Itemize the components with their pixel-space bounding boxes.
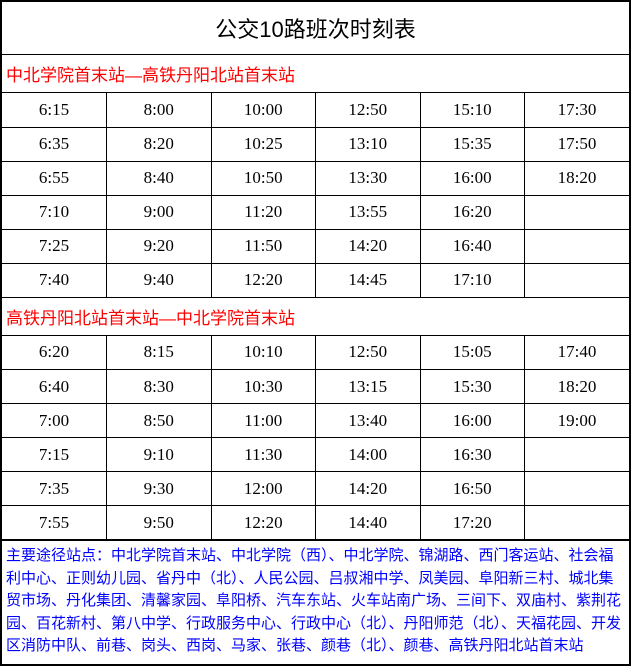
time-cell: 7:10 [2,195,107,229]
time-cell: 12:50 [316,336,421,370]
time-cell: 14:00 [316,438,421,472]
table-row: 7:109:0011:2013:5516:20 [2,195,629,229]
time-cell: 15:10 [420,93,525,127]
time-cell: 10:00 [211,93,316,127]
time-cell: 15:30 [420,370,525,404]
time-cell: 12:00 [211,472,316,506]
time-cell: 14:45 [316,263,421,297]
time-cell: 7:35 [2,472,107,506]
schedule-container: 公交10路班次时刻表 中北学院首末站—高铁丹阳北站首末站6:158:0010:0… [0,0,631,666]
time-cell: 8:15 [107,336,212,370]
time-cell: 17:10 [420,263,525,297]
table-row: 6:358:2010:2513:1015:3517:50 [2,127,629,161]
time-cell: 16:40 [420,229,525,263]
time-cell: 6:40 [2,370,107,404]
table-row: 7:008:5011:0013:4016:0019:00 [2,404,629,438]
time-cell: 17:30 [525,93,630,127]
time-cell: 16:00 [420,404,525,438]
page-title: 公交10路班次时刻表 [2,2,629,55]
time-cell [525,229,630,263]
section-header: 中北学院首末站—高铁丹阳北站首末站 [2,55,629,93]
time-cell [525,438,630,472]
time-cell: 13:10 [316,127,421,161]
table-row: 6:558:4010:5013:3016:0018:20 [2,161,629,195]
time-cell: 9:10 [107,438,212,472]
schedule-table: 6:208:1510:1012:5015:0517:406:408:3010:3… [2,336,629,541]
time-cell: 9:50 [107,506,212,540]
time-cell: 7:55 [2,506,107,540]
table-row: 7:409:4012:2014:4517:10 [2,263,629,297]
time-cell [525,472,630,506]
stops-list: 主要途径站点：中北学院首末站、中北学院（西）、中北学院、锦湖路、西门客运站、社会… [2,540,629,664]
time-cell: 9:20 [107,229,212,263]
time-cell: 8:40 [107,161,212,195]
time-cell: 11:00 [211,404,316,438]
table-row: 6:408:3010:3013:1515:3018:20 [2,370,629,404]
table-row: 7:159:1011:3014:0016:30 [2,438,629,472]
time-cell: 19:00 [525,404,630,438]
time-cell: 17:50 [525,127,630,161]
time-cell: 6:35 [2,127,107,161]
time-cell: 12:20 [211,263,316,297]
time-cell: 16:20 [420,195,525,229]
time-cell: 11:20 [211,195,316,229]
time-cell: 8:50 [107,404,212,438]
time-cell: 10:30 [211,370,316,404]
schedule-table: 6:158:0010:0012:5015:1017:306:358:2010:2… [2,93,629,298]
time-cell: 16:30 [420,438,525,472]
time-cell: 16:50 [420,472,525,506]
time-cell: 6:55 [2,161,107,195]
time-cell: 12:50 [316,93,421,127]
time-cell: 8:00 [107,93,212,127]
time-cell: 13:55 [316,195,421,229]
time-cell: 9:00 [107,195,212,229]
time-cell: 10:10 [211,336,316,370]
time-cell [525,263,630,297]
time-cell: 14:40 [316,506,421,540]
time-cell: 13:40 [316,404,421,438]
time-cell: 8:30 [107,370,212,404]
time-cell [525,195,630,229]
table-row: 7:359:3012:0014:2016:50 [2,472,629,506]
time-cell: 7:25 [2,229,107,263]
time-cell: 13:15 [316,370,421,404]
table-row: 7:259:2011:5014:2016:40 [2,229,629,263]
time-cell: 8:20 [107,127,212,161]
time-cell: 9:40 [107,263,212,297]
table-row: 6:208:1510:1012:5015:0517:40 [2,336,629,370]
time-cell: 15:05 [420,336,525,370]
time-cell: 13:30 [316,161,421,195]
time-cell: 12:20 [211,506,316,540]
time-cell: 10:25 [211,127,316,161]
time-cell: 18:20 [525,370,630,404]
time-cell: 10:50 [211,161,316,195]
time-cell: 17:40 [525,336,630,370]
time-cell: 18:20 [525,161,630,195]
time-cell: 16:00 [420,161,525,195]
section-header: 高铁丹阳北站首末站—中北学院首末站 [2,298,629,336]
time-cell [525,506,630,540]
time-cell: 6:20 [2,336,107,370]
time-cell: 7:00 [2,404,107,438]
time-cell: 15:35 [420,127,525,161]
time-cell: 17:20 [420,506,525,540]
table-row: 7:559:5012:2014:4017:20 [2,506,629,540]
time-cell: 11:30 [211,438,316,472]
time-cell: 7:15 [2,438,107,472]
table-row: 6:158:0010:0012:5015:1017:30 [2,93,629,127]
time-cell: 9:30 [107,472,212,506]
time-cell: 7:40 [2,263,107,297]
time-cell: 6:15 [2,93,107,127]
time-cell: 11:50 [211,229,316,263]
time-cell: 14:20 [316,472,421,506]
time-cell: 14:20 [316,229,421,263]
